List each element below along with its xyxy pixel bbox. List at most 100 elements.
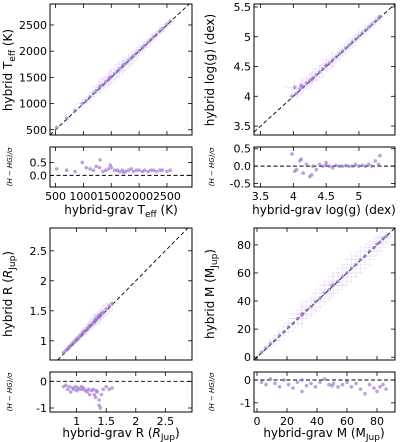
panel-logg-resid-label: (H − HG)/σ: [208, 147, 216, 186]
mass-data-point: [295, 316, 300, 321]
panel-teff-xlabel: hybrid-grav Teff (K): [64, 203, 178, 220]
radius-xtick-label: 2.5: [157, 415, 175, 428]
mass-resid-point: [367, 382, 372, 387]
logg-data-point: [360, 31, 365, 35]
mass-ytick-label: 40: [237, 295, 251, 308]
panel-mass-resid-label: (H − HG)/σ: [208, 372, 216, 411]
teff-data-point: [160, 26, 165, 31]
panel-mass-points: [258, 229, 394, 356]
mass-resid-point: [304, 383, 309, 388]
panel-radius-ticks: 1 1.5 2 2.5 1 1.5 2 2.5 -1 0: [30, 228, 192, 428]
teff-data-point: [137, 48, 141, 53]
logg-data-point: [344, 46, 348, 50]
teff-data-point: [157, 29, 162, 34]
teff-data-point: [154, 32, 159, 37]
logg-xtick-label: 5: [355, 190, 362, 203]
mass-resid-point: [309, 381, 313, 386]
radius-resid-point: [107, 387, 111, 392]
mass-resid-ytick-label: -1: [240, 397, 251, 410]
teff-xtick-label: 1500: [97, 190, 125, 203]
teff-resid-point: [73, 169, 77, 174]
panel-mass-resid-frame: [253, 371, 396, 413]
logg-resid-point: [314, 167, 319, 172]
radius-ytick-label: 2: [40, 275, 47, 288]
logg-xtick-label: 4: [290, 190, 297, 203]
radius-resid-point: [98, 406, 103, 410]
radius-resid-point: [71, 387, 76, 392]
panel-radius-resid-frame: [49, 371, 193, 413]
logg-resid-point: [299, 157, 304, 161]
logg-resid-point: [324, 163, 328, 168]
mass-resid-point: [378, 385, 382, 389]
panel-radius-ylabel: hybrid R (RJup): [1, 251, 18, 337]
logg-data-point: [290, 94, 294, 99]
mass-data-point: [259, 350, 264, 355]
teff-data-point: [146, 40, 150, 45]
logg-resid-point: [353, 162, 358, 167]
logg-resid-point: [360, 163, 365, 168]
teff-resid-point: [64, 168, 69, 173]
mass-ytick-label: 20: [237, 323, 251, 336]
mass-resid-point: [327, 382, 331, 387]
panel-radius-ref-line: [57, 227, 189, 361]
radius-resid-point: [91, 387, 95, 392]
teff-data-point: [151, 35, 156, 39]
panel-radius: 1 1.5 2 2.5 1 1.5 2 2.5 -1 0 hybrid R (RJup) hybr…: [1, 227, 193, 442]
mass-resid-point: [330, 383, 334, 388]
mass-data-point: [336, 279, 340, 284]
mass-resid-point: [300, 378, 304, 382]
panel-teff-main-frame: [49, 3, 193, 136]
mass-resid-point: [336, 385, 340, 389]
teff-data-point: [131, 54, 136, 58]
logg-resid-point: [311, 164, 315, 168]
logg-resid-ytick-label: -0.5: [230, 178, 251, 191]
logg-data-point: [314, 73, 319, 77]
mass-resid-point: [313, 385, 318, 389]
mass-resid-point: [349, 385, 354, 389]
teff-resid-point: [54, 167, 59, 171]
logg-data-point: [309, 77, 314, 82]
teff-resid-point: [80, 160, 85, 165]
radius-resid-point: [67, 384, 72, 389]
teff-resid-point: [101, 169, 105, 174]
radius-resid-point: [81, 386, 86, 390]
teff-resid-point: [94, 164, 99, 169]
logg-resid-point: [340, 164, 345, 168]
logg-data-point: [334, 55, 338, 59]
radius-data-point: [107, 304, 111, 308]
mass-resid-point: [277, 385, 282, 389]
teff-resid-point: [160, 168, 165, 173]
teff-resid-point: [134, 168, 139, 173]
logg-resid-point: [330, 166, 335, 170]
radius-resid-point: [101, 387, 106, 392]
logg-data-point: [304, 81, 309, 85]
panel-teff-resid-frame: [49, 146, 193, 188]
mass-data-point: [384, 234, 388, 239]
radius-resid-point: [64, 383, 68, 388]
panel-teff-ylabel: hybrid Teff (K): [1, 29, 18, 111]
logg-resid-point: [337, 164, 342, 168]
mass-data-point: [340, 274, 345, 279]
radius-resid-point: [104, 384, 109, 389]
mass-data-point: [286, 325, 291, 329]
panel-logg-points: [284, 12, 384, 103]
teff-resid-point: [106, 167, 111, 171]
panel-radius-resid-points: [61, 383, 114, 410]
logg-resid-point: [376, 162, 381, 167]
mass-data-point: [264, 346, 268, 350]
teff-resid-point: [88, 167, 92, 171]
teff-data-point: [121, 62, 126, 67]
mass-ytick-label: 0: [244, 351, 251, 364]
teff-resid-point: [129, 167, 134, 171]
logg-data-point: [340, 49, 345, 53]
radius-data-point: [110, 301, 114, 306]
teff-xtick-label: 500: [45, 190, 66, 203]
teff-data-point: [108, 75, 112, 80]
mass-data-point: [381, 236, 385, 241]
logg-data-point: [350, 40, 355, 44]
logg-ytick-label: 5.5: [234, 1, 252, 14]
mass-resid-point: [354, 381, 358, 386]
radius-resid-ytick-label: 0: [40, 375, 47, 388]
logg-data-point: [373, 19, 378, 24]
